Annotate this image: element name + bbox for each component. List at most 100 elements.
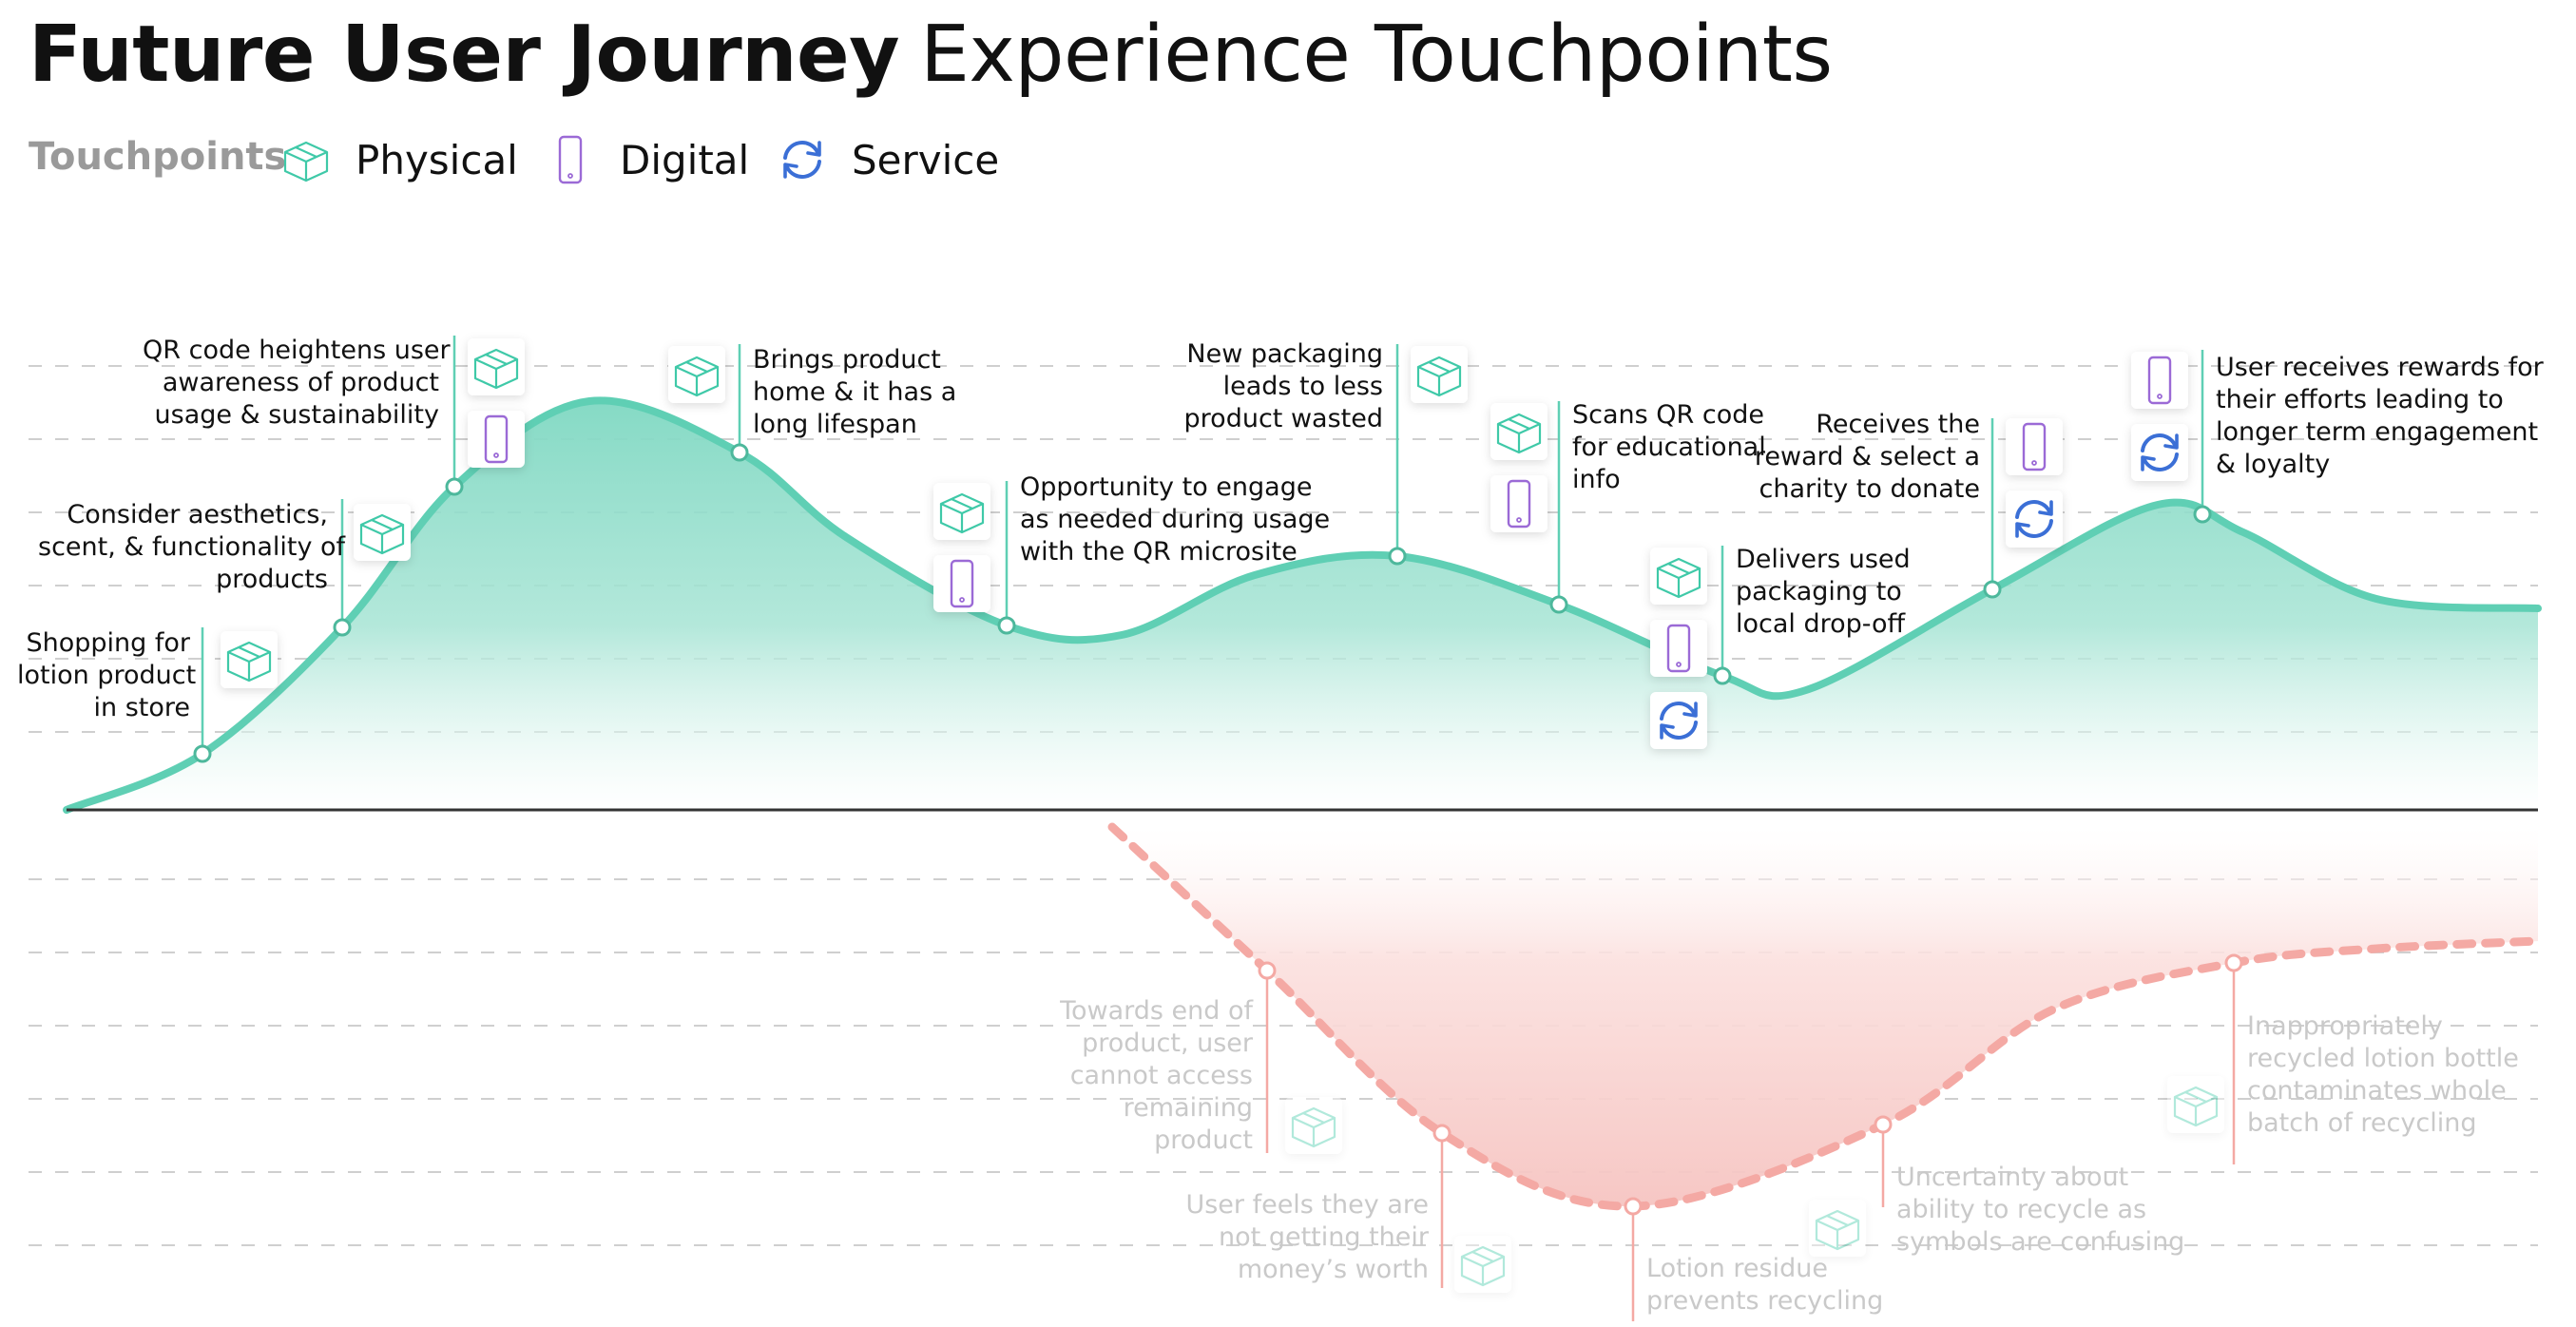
box-icon [1809, 1200, 1866, 1257]
cycle-icon [783, 141, 821, 179]
label-line: product wasted [1183, 404, 1383, 433]
label-line: not getting their [1219, 1222, 1429, 1252]
label-line: as needed during usage [1020, 505, 1331, 534]
negative-curve [1107, 822, 2543, 1211]
label-line: User receives rewards for [2216, 353, 2544, 382]
negative-area [1112, 827, 2538, 1207]
box-icon [1650, 548, 1707, 605]
label-line: QR code heightens user [143, 336, 451, 365]
phase-product-disposal: Product Disposal [1794, 258, 2029, 289]
legend-service-label: Service [852, 136, 1000, 183]
label-line: Inappropriately [2247, 1011, 2443, 1041]
pain-point-label: Towards end of product, user cannot access… [958, 995, 1253, 1157]
pain-point-dot [1874, 1115, 1893, 1134]
cycle-icon [1650, 692, 1707, 749]
label-line: User feels they are [1185, 1190, 1429, 1220]
phase-extended-engagement: Extended Engagement [2218, 258, 2526, 289]
touchpoint-icons [221, 338, 2224, 1293]
label-line: charity to donate [1759, 474, 1980, 504]
label-line: long lifespan [753, 410, 917, 439]
cycle-icon [2131, 424, 2188, 481]
touchpoint-label: Scans QR code for educational info [1572, 399, 1766, 496]
label-line: & loyalty [2216, 450, 2331, 479]
touchpoint-dot [333, 618, 352, 637]
touchpoint-label: Opportunity to engage as needed during us… [1020, 471, 1334, 568]
box-icon [283, 141, 329, 183]
box-icon [468, 338, 525, 395]
label-line: remaining [1123, 1093, 1253, 1123]
phone-icon [1490, 475, 1548, 532]
label-line: awareness of product [162, 368, 439, 397]
box-icon [1411, 346, 1468, 403]
label-line: money’s worth [1237, 1255, 1429, 1284]
label-line: usage & sustainability [154, 400, 439, 430]
legend-service: Service [774, 131, 999, 188]
box-icon [668, 346, 725, 403]
phone-icon [933, 555, 990, 612]
label-line: products [216, 565, 328, 594]
phone-icon [468, 411, 525, 468]
label-line: packaging to [1736, 577, 1902, 606]
box-icon [354, 504, 411, 561]
phase-product-usage: Product Usage [990, 258, 1193, 289]
connector-lines [193, 336, 2243, 1321]
label-line: longer term engagement [2216, 417, 2539, 447]
label-line: Consider aesthetics, [67, 500, 328, 529]
phone-icon [558, 135, 583, 184]
label-line: cannot access [1069, 1061, 1253, 1090]
label-line: Brings product [753, 345, 941, 375]
pain-point-dot [1432, 1124, 1451, 1143]
touchpoint-label: User receives rewards for their efforts l… [2216, 352, 2544, 481]
pain-point-label: Lotion residue prevents recycling [1646, 1253, 1894, 1317]
label-line: with the QR microsite [1020, 537, 1298, 567]
pain-point-label: Uncertainty about ability to recycle as sy… [1896, 1162, 2210, 1259]
label-line: for educational [1572, 433, 1766, 462]
label-line: Delivers used [1736, 545, 1911, 574]
touchpoint-label: Brings product home & it has a long lifesp… [753, 344, 981, 441]
label-line: leads to less [1222, 372, 1383, 401]
title-light: Experience Touchpoints [920, 10, 1833, 100]
label-line: lotion product [17, 661, 197, 690]
label-line: Shopping for [26, 628, 190, 658]
label-line: product [1154, 1125, 1253, 1155]
touchpoint-label: Consider aesthetics, scent, & functionali… [38, 499, 346, 596]
pain-point-dot [1624, 1197, 1643, 1216]
label-line: their efforts leading to [2216, 385, 2504, 414]
label-line: scent, & functionality of [38, 532, 346, 562]
label-line: info [1572, 465, 1621, 494]
label-line: Towards end of [1060, 996, 1253, 1026]
touchpoint-dot [2193, 505, 2212, 524]
label-line: contaminates whole [2247, 1076, 2507, 1106]
pain-point-dot [1258, 961, 1277, 980]
touchpoint-dot [445, 477, 464, 496]
touchpoint-label: Delivers used packaging to local drop-off [1736, 544, 1954, 641]
label-line: batch of recycling [2247, 1108, 2477, 1138]
label-line: prevents recycling [1646, 1286, 1884, 1316]
pain-point-label: Inappropriately recycled lotion bottle con… [2247, 1010, 2532, 1140]
label-line: Lotion residue [1646, 1254, 1828, 1283]
label-line: home & it has a [753, 377, 957, 407]
pain-point-label: User feels they are not getting their mone… [1146, 1189, 1429, 1286]
label-line: product, user [1082, 1029, 1253, 1058]
touchpoint-label: Shopping for lotion product in store [17, 627, 197, 724]
label-line: symbols are confusing [1896, 1227, 2185, 1257]
box-icon [2167, 1076, 2224, 1133]
box-icon [1490, 403, 1548, 460]
touchpoint-dot [193, 744, 212, 763]
touchpoint-dot [1388, 547, 1407, 566]
box-icon [1285, 1097, 1342, 1154]
phone-icon [2131, 352, 2188, 409]
box-icon [933, 483, 990, 540]
touchpoint-dot [1549, 595, 1568, 614]
touchpoint-dot [1713, 666, 1732, 685]
phone-icon [2006, 418, 2063, 475]
positive-area [67, 400, 2538, 810]
label-line: New packaging [1186, 339, 1383, 369]
touchpoint-label: Receives the reward & select a charity to … [1681, 409, 1980, 506]
label-line: in store [93, 693, 191, 722]
box-icon [1454, 1236, 1511, 1293]
legend-digital: Digital [542, 131, 749, 188]
legend-heading: Touchpoints [29, 135, 287, 179]
label-line: Scans QR code [1572, 400, 1764, 430]
